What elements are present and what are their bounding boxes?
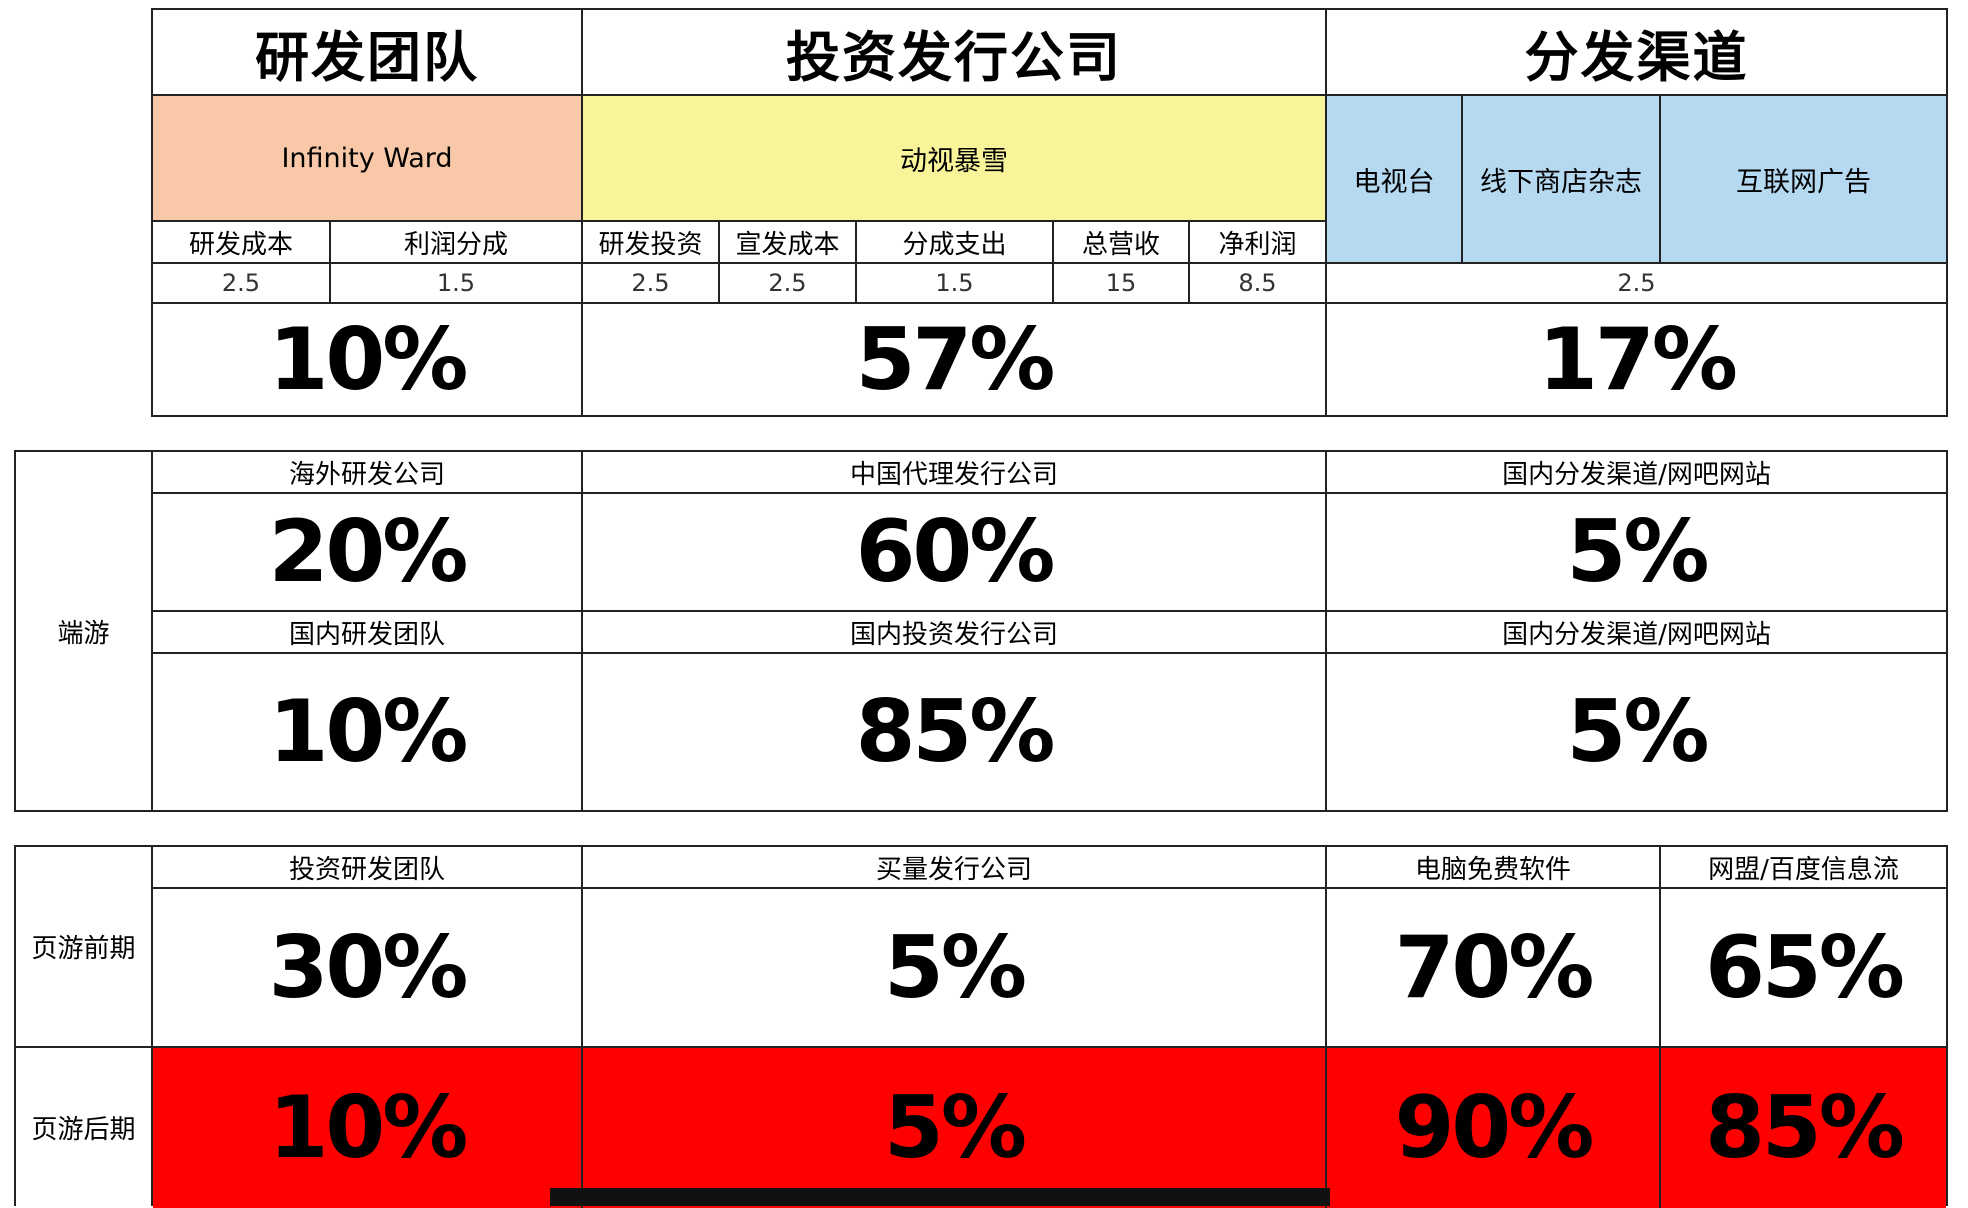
- pc-free-software-label: 电脑免费软件: [1327, 847, 1661, 889]
- label-total-revenue: 总营收: [1054, 222, 1190, 264]
- overseas-dev-label: 海外研发公司: [153, 452, 583, 494]
- company-activision-blizzard: 动视暴雪: [583, 96, 1327, 222]
- ad-publisher-label: 买量发行公司: [583, 847, 1327, 889]
- overseas-dev-share: 20%: [153, 494, 583, 612]
- share-distribution: 17%: [1538, 309, 1738, 410]
- ad-network-label: 网盟/百度信息流: [1661, 847, 1946, 889]
- early-dev-share: 30%: [153, 889, 583, 1048]
- late-publisher-share: 5%: [583, 1048, 1327, 1208]
- header-distribution: 分发渠道: [1327, 10, 1946, 96]
- web-early-label: 页游前期: [16, 847, 153, 1048]
- share-dev: 10%: [153, 304, 583, 415]
- client-game-label: 端游: [16, 452, 153, 810]
- domestic-dist-share-1: 5%: [1327, 494, 1946, 612]
- video-subtitle-overlay: [550, 1188, 1330, 1206]
- label-dev-investment: 研发投资: [583, 222, 720, 264]
- client-game-table: 端游 海外研发公司 中国代理发行公司 国内分发渠道/网吧网站 20% 60% 5…: [14, 450, 1948, 812]
- domestic-dist-label-1: 国内分发渠道/网吧网站: [1327, 452, 1946, 494]
- label-share-expense: 分成支出: [857, 222, 1054, 264]
- label-dev-cost: 研发成本: [153, 222, 331, 264]
- label-marketing-cost: 宣发成本: [720, 222, 857, 264]
- early-ads-share: 65%: [1661, 889, 1946, 1048]
- value-distribution: 2.5: [1327, 264, 1946, 304]
- value-total-revenue: 15: [1054, 264, 1190, 304]
- value-share-expense: 1.5: [857, 264, 1054, 304]
- channel-offline-stores: 线下商店杂志: [1463, 96, 1661, 264]
- value-dev-cost: 2.5: [153, 264, 331, 304]
- web-late-label: 页游后期: [16, 1048, 153, 1206]
- china-publisher-share: 60%: [583, 494, 1327, 612]
- channel-tv: 电视台: [1327, 96, 1463, 264]
- value-marketing-cost: 2.5: [720, 264, 857, 304]
- revenue-split-table: 研发团队 投资发行公司 分发渠道 Infinity Ward 动视暴雪 电视台 …: [151, 8, 1948, 417]
- domestic-dist-share-2: 5%: [1566, 682, 1709, 782]
- web-game-table: 页游前期 页游后期 投资研发团队 买量发行公司 电脑免费软件 网盟/百度信息流 …: [14, 845, 1948, 1208]
- company-infinity-ward: Infinity Ward: [153, 96, 583, 222]
- late-pc-share: 90%: [1327, 1048, 1661, 1208]
- header-publisher: 投资发行公司: [583, 10, 1327, 96]
- share-publisher: 57%: [583, 304, 1327, 415]
- domestic-publisher-share: 85%: [583, 654, 1327, 810]
- label-profit-share: 利润分成: [331, 222, 583, 264]
- value-dev-investment: 2.5: [583, 264, 720, 304]
- late-dev-share: 10%: [153, 1048, 583, 1208]
- domestic-publisher-label: 国内投资发行公司: [583, 612, 1327, 654]
- domestic-dev-label: 国内研发团队: [153, 612, 583, 654]
- label-net-profit: 净利润: [1190, 222, 1327, 264]
- early-publisher-share: 5%: [583, 889, 1327, 1048]
- channel-internet-ads: 互联网广告: [1661, 96, 1946, 264]
- early-pc-share: 70%: [1327, 889, 1661, 1048]
- domestic-dev-share: 10%: [153, 654, 583, 810]
- invest-dev-label: 投资研发团队: [153, 847, 583, 889]
- late-ads-share: 85%: [1661, 1048, 1946, 1208]
- value-net-profit: 8.5: [1190, 264, 1327, 304]
- header-dev-team: 研发团队: [153, 10, 583, 96]
- domestic-dist-label-2: 国内分发渠道/网吧网站: [1327, 612, 1946, 654]
- china-publisher-label: 中国代理发行公司: [583, 452, 1327, 494]
- value-profit-share: 1.5: [331, 264, 583, 304]
